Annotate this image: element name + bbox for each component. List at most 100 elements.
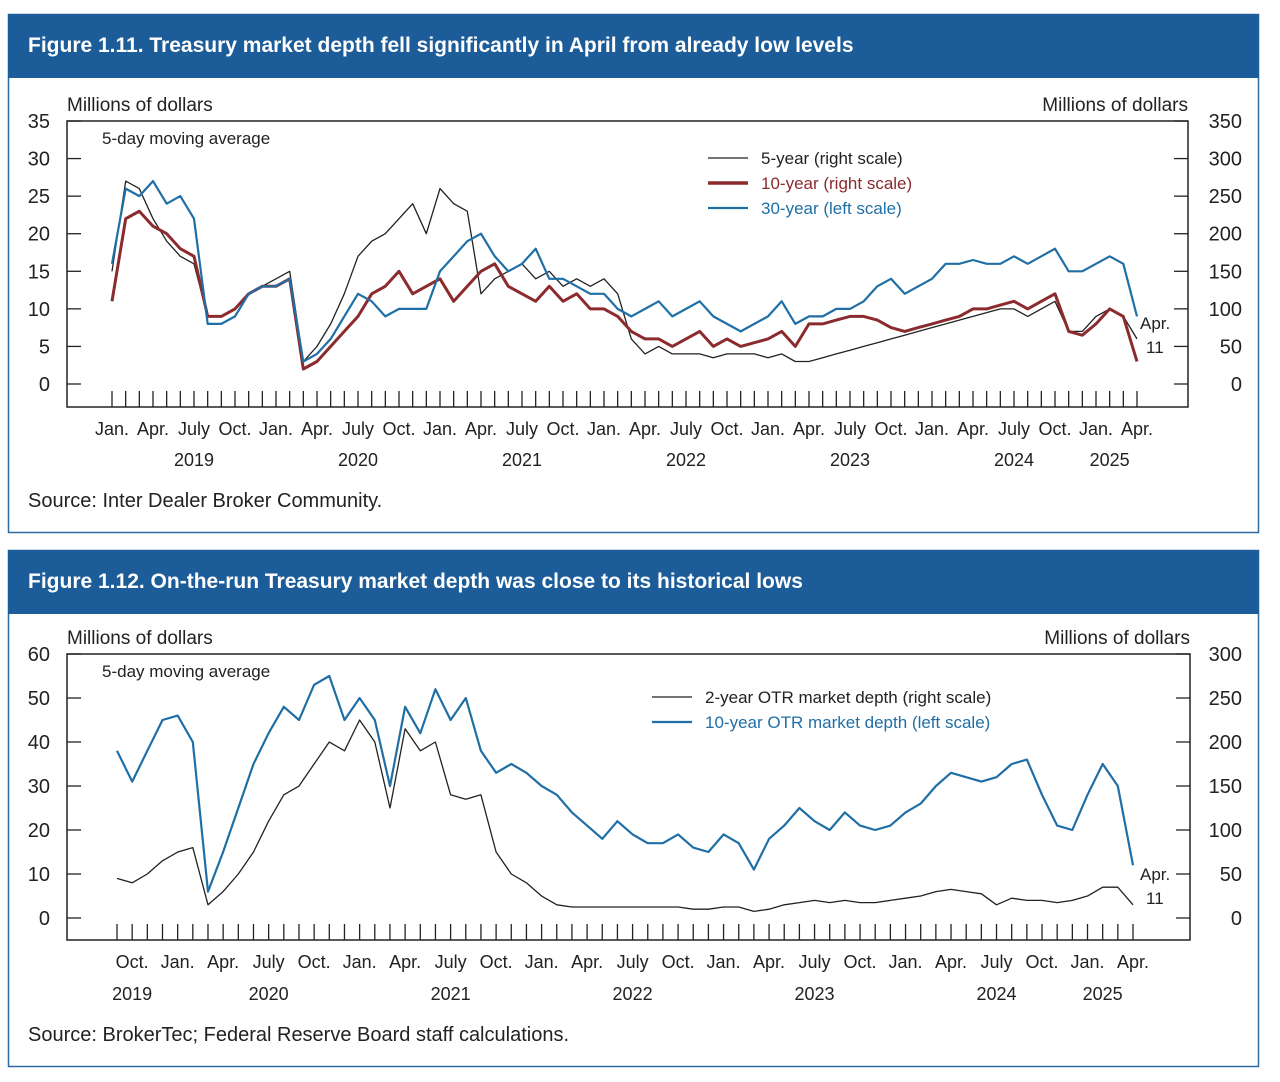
year-label: 2021 bbox=[502, 450, 542, 470]
x-tick-label: July bbox=[834, 419, 866, 439]
x-tick-label: Apr. bbox=[793, 419, 825, 439]
x-tick-label: Oct. bbox=[1026, 952, 1059, 972]
y2-tick-label: 100 bbox=[1209, 299, 1242, 321]
y2-tick-label: 0 bbox=[1231, 908, 1242, 930]
x-tick-label: Oct. bbox=[1038, 419, 1071, 439]
x-tick-label: Jan. bbox=[259, 419, 293, 439]
x-tick-label: Apr. bbox=[629, 419, 661, 439]
year-label: 2019 bbox=[174, 450, 214, 470]
x-tick-label: Jan. bbox=[1070, 952, 1104, 972]
y2-axis-title: Millions of dollars bbox=[1044, 628, 1190, 649]
x-tick-label: Oct. bbox=[874, 419, 907, 439]
x-tick-label: Jan. bbox=[525, 952, 559, 972]
series-line bbox=[116, 674, 1135, 893]
year-label: 2023 bbox=[830, 450, 870, 470]
x-tick-label: Oct. bbox=[844, 952, 877, 972]
annotation: 11 bbox=[1146, 889, 1164, 908]
annotation: Apr. bbox=[1140, 865, 1170, 884]
y-tick-label: 60 bbox=[28, 644, 50, 666]
x-tick-label: July bbox=[435, 952, 467, 972]
y-tick-label: 50 bbox=[28, 688, 50, 710]
legend-label: 30-year (left scale) bbox=[761, 199, 902, 218]
y-tick-label: 25 bbox=[28, 186, 50, 208]
year-label: 2019 bbox=[112, 984, 152, 1004]
y-tick-label: 10 bbox=[28, 864, 50, 886]
plot-box bbox=[66, 653, 1191, 941]
x-tick-label: Jan. bbox=[161, 952, 195, 972]
x-tick-label: July bbox=[670, 419, 702, 439]
series-line bbox=[116, 719, 1134, 913]
plot-box bbox=[66, 120, 1189, 408]
x-tick-label: Apr. bbox=[465, 419, 497, 439]
x-tick-label: Jan. bbox=[1079, 419, 1113, 439]
y-tick-label: 30 bbox=[28, 149, 50, 171]
x-tick-label: July bbox=[981, 952, 1013, 972]
year-label: 2024 bbox=[976, 984, 1016, 1004]
series-line bbox=[111, 180, 1138, 363]
y2-tick-label: 300 bbox=[1209, 644, 1242, 666]
y2-tick-label: 150 bbox=[1209, 776, 1242, 798]
year-label: 2021 bbox=[431, 984, 471, 1004]
y-tick-label: 20 bbox=[28, 224, 50, 246]
x-tick-label: Oct. bbox=[480, 952, 513, 972]
year-label: 2024 bbox=[994, 450, 1034, 470]
y-axis-title: Millions of dollars bbox=[67, 628, 213, 649]
y-tick-label: 10 bbox=[28, 299, 50, 321]
y-tick-label: 15 bbox=[28, 261, 50, 283]
x-tick-label: July bbox=[506, 419, 538, 439]
note: 5-day moving average bbox=[102, 662, 270, 681]
x-tick-label: Jan. bbox=[889, 952, 923, 972]
y2-tick-label: 150 bbox=[1209, 261, 1242, 283]
x-tick-label: Apr. bbox=[957, 419, 989, 439]
y2-tick-label: 250 bbox=[1209, 688, 1242, 710]
x-tick-label: Jan. bbox=[707, 952, 741, 972]
x-tick-label: Jan. bbox=[915, 419, 949, 439]
x-tick-label: Jan. bbox=[423, 419, 457, 439]
year-label: 2020 bbox=[338, 450, 378, 470]
y2-axis-title: Millions of dollars bbox=[1042, 95, 1188, 116]
source: Source: Inter Dealer Broker Community. bbox=[28, 490, 382, 512]
x-tick-label: Oct. bbox=[116, 952, 149, 972]
x-tick-label: Oct. bbox=[546, 419, 579, 439]
x-tick-label: Apr. bbox=[1117, 952, 1149, 972]
y2-tick-label: 250 bbox=[1209, 186, 1242, 208]
panel-header bbox=[8, 550, 1259, 614]
legend-label: 5-year (right scale) bbox=[761, 149, 903, 168]
y-tick-label: 20 bbox=[28, 820, 50, 842]
y2-tick-label: 100 bbox=[1209, 820, 1242, 842]
y2-tick-label: 200 bbox=[1209, 224, 1242, 246]
y-axis-title: Millions of dollars bbox=[67, 95, 213, 116]
x-tick-label: Apr. bbox=[389, 952, 421, 972]
x-tick-label: Apr. bbox=[301, 419, 333, 439]
series-line bbox=[110, 180, 1139, 363]
x-tick-label: Oct. bbox=[662, 952, 695, 972]
source: Source: BrokerTec; Federal Reserve Board… bbox=[28, 1024, 569, 1046]
x-tick-label: Apr. bbox=[137, 419, 169, 439]
x-tick-label: Jan. bbox=[343, 952, 377, 972]
x-tick-label: Oct. bbox=[218, 419, 251, 439]
y2-tick-label: 300 bbox=[1209, 149, 1242, 171]
annotation: 11 bbox=[1146, 338, 1164, 357]
x-tick-label: July bbox=[342, 419, 374, 439]
y2-tick-label: 200 bbox=[1209, 732, 1242, 754]
year-label: 2022 bbox=[613, 984, 653, 1004]
x-tick-label: Oct. bbox=[710, 419, 743, 439]
legend-label: 10-year OTR market depth (left scale) bbox=[705, 713, 990, 732]
x-tick-label: Oct. bbox=[298, 952, 331, 972]
year-label: 2023 bbox=[795, 984, 835, 1004]
figure-title: Figure 1.12. On-the-run Treasury market … bbox=[28, 570, 803, 593]
year-label: 2020 bbox=[249, 984, 289, 1004]
x-tick-label: Apr. bbox=[753, 952, 785, 972]
legend-label: 2-year OTR market depth (right scale) bbox=[705, 688, 991, 707]
year-label: 2025 bbox=[1090, 450, 1130, 470]
panel-header bbox=[8, 14, 1259, 78]
y-tick-label: 0 bbox=[39, 908, 50, 930]
annotation: Apr. bbox=[1140, 314, 1170, 333]
legend-label: 10-year (right scale) bbox=[761, 174, 912, 193]
y-tick-label: 5 bbox=[39, 336, 50, 358]
y2-tick-label: 350 bbox=[1209, 111, 1242, 133]
x-tick-label: Apr. bbox=[1121, 419, 1153, 439]
note: 5-day moving average bbox=[102, 129, 270, 148]
y-tick-label: 40 bbox=[28, 732, 50, 754]
series-line bbox=[110, 209, 1139, 371]
